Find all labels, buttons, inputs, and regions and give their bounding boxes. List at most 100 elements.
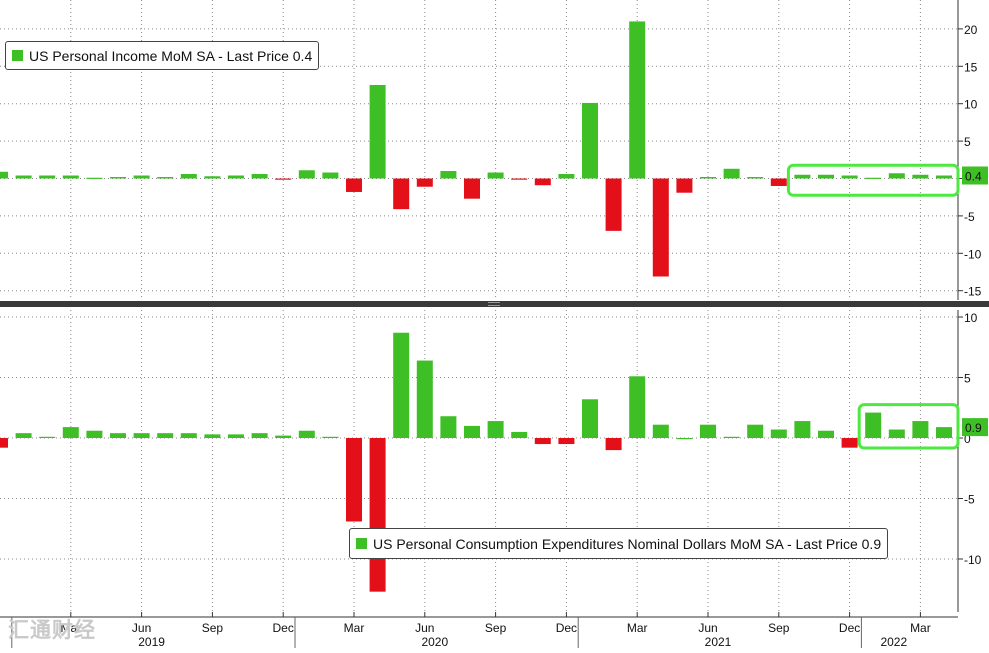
bar xyxy=(157,177,174,179)
last-price-tag xyxy=(962,166,988,185)
bar xyxy=(204,176,221,179)
highlight-box xyxy=(857,403,960,450)
y-tick-label: -10 xyxy=(964,247,982,261)
bar xyxy=(629,21,646,179)
y-tick-label: 20 xyxy=(964,23,978,37)
bar xyxy=(676,178,693,193)
bar xyxy=(700,177,716,179)
x-tick-label: Mar xyxy=(627,621,648,635)
bar xyxy=(440,416,457,438)
bar xyxy=(582,399,598,438)
bar xyxy=(180,433,197,438)
y-tick-label: 10 xyxy=(964,311,978,325)
bar xyxy=(912,421,929,438)
x-tick-label: Sep xyxy=(202,621,224,635)
bar xyxy=(841,175,858,179)
bar xyxy=(888,429,905,438)
bar xyxy=(605,178,622,231)
y-tick-label: 15 xyxy=(964,60,978,74)
bar xyxy=(464,178,480,199)
bar xyxy=(86,430,103,438)
bar xyxy=(605,438,622,451)
legend-swatch-icon xyxy=(12,50,23,61)
bar xyxy=(204,434,221,438)
bar xyxy=(487,172,504,179)
bar xyxy=(0,438,8,448)
legend-income: US Personal Income MoM SA - Last Price 0… xyxy=(5,41,320,70)
x-tick-label: Dec xyxy=(273,621,294,635)
bar xyxy=(936,427,952,438)
bar xyxy=(676,438,693,440)
legend-pce-label: US Personal Consumption Expenditures Nom… xyxy=(373,535,882,552)
bar xyxy=(865,177,882,179)
bar xyxy=(629,376,646,438)
x-year-label: 2020 xyxy=(421,635,448,648)
bar xyxy=(558,438,575,445)
bar xyxy=(15,175,32,179)
bar xyxy=(62,427,79,438)
bar xyxy=(86,177,103,179)
x-tick-label: Sep xyxy=(768,621,790,635)
y-tick-label: 0 xyxy=(964,432,971,446)
last-price-label: 0.9 xyxy=(965,421,982,435)
x-tick-label: Jun xyxy=(132,621,151,635)
bar xyxy=(251,174,268,179)
bar xyxy=(700,424,716,438)
highlight-box xyxy=(786,163,960,197)
bar xyxy=(133,175,150,179)
bar xyxy=(582,102,598,179)
y-tick-label: -5 xyxy=(964,493,975,507)
bar xyxy=(487,421,504,438)
panel-divider xyxy=(0,301,989,307)
x-tick-label: Mar xyxy=(344,621,365,635)
x-tick-label: Jun xyxy=(698,621,717,635)
bar xyxy=(511,431,528,438)
bar xyxy=(393,332,410,438)
y-tick-label: -15 xyxy=(964,285,982,299)
bar xyxy=(39,175,56,179)
bar xyxy=(865,412,882,438)
bar xyxy=(416,178,433,187)
bar xyxy=(770,178,787,186)
bar xyxy=(157,433,174,438)
bar xyxy=(275,435,292,438)
bar xyxy=(133,433,150,438)
bar xyxy=(298,430,315,438)
bar xyxy=(794,174,811,179)
bar xyxy=(110,433,126,438)
x-tick-label: Sep xyxy=(485,621,507,635)
bar xyxy=(888,173,905,179)
bar xyxy=(228,434,244,438)
bar xyxy=(346,178,362,192)
y-tick-label: 10 xyxy=(964,98,978,112)
x-year-label: 2021 xyxy=(705,635,732,648)
bar xyxy=(322,172,339,179)
bar xyxy=(416,360,433,438)
bar xyxy=(534,438,551,445)
last-price-tag xyxy=(962,418,988,437)
watermark-text: 汇通财经 xyxy=(8,619,96,642)
bar xyxy=(298,170,315,179)
bar xyxy=(912,174,929,179)
bar xyxy=(15,433,32,438)
legend-pce: US Personal Consumption Expenditures Nom… xyxy=(349,528,889,559)
bar xyxy=(770,429,787,438)
bar xyxy=(440,171,457,179)
watermark-logo: 汇通财经 xyxy=(8,614,96,644)
bar xyxy=(228,175,244,179)
x-tick-label: Dec xyxy=(839,621,860,635)
bar xyxy=(747,424,764,438)
y-tick-label: -10 xyxy=(964,553,982,567)
bar xyxy=(652,424,669,438)
bar xyxy=(39,436,56,438)
y-tick-label: 5 xyxy=(964,372,971,386)
y-tick-label: 5 xyxy=(964,135,971,149)
x-tick-label: Mar xyxy=(60,621,81,635)
bar xyxy=(558,174,575,179)
bar xyxy=(369,85,386,179)
bar xyxy=(464,425,480,438)
bar xyxy=(180,174,197,179)
bar xyxy=(110,177,126,179)
bar xyxy=(936,175,952,179)
